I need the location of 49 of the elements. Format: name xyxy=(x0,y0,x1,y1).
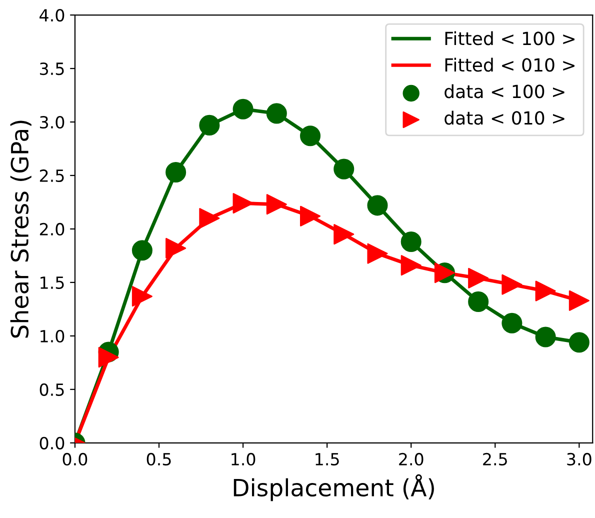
x-tick-label: 0.5 xyxy=(146,452,171,466)
point xyxy=(166,238,186,258)
legend-label: Fitted < 010 > xyxy=(445,58,574,72)
y-tick-label: 0.0 xyxy=(40,436,64,450)
y-tick-label: 2.0 xyxy=(40,222,64,236)
point xyxy=(232,193,254,214)
legend-label: data < 100 > xyxy=(444,84,564,98)
point xyxy=(132,286,152,307)
point xyxy=(166,162,186,183)
point xyxy=(132,240,152,261)
point xyxy=(300,206,321,226)
point xyxy=(199,208,220,229)
point xyxy=(199,114,220,136)
point xyxy=(535,326,556,348)
point xyxy=(300,126,321,146)
point xyxy=(266,194,287,215)
point xyxy=(367,195,388,216)
legend-label: data < 010 > xyxy=(444,110,564,125)
x-tick-label: 2.0 xyxy=(399,452,424,466)
x-tick-label: 2.5 xyxy=(483,452,507,466)
x-tick-label: 1.5 xyxy=(316,453,339,466)
y-tick-label: 4.0 xyxy=(40,8,64,22)
point xyxy=(400,255,422,276)
y-tick-label: 1.0 xyxy=(40,330,64,342)
point xyxy=(400,232,422,252)
y-tick-label: 3.5 xyxy=(40,62,64,76)
x-tick-label: 3.0 xyxy=(567,452,592,466)
point xyxy=(98,347,119,368)
y-tick-label: 0.5 xyxy=(40,383,64,396)
point xyxy=(502,312,522,334)
y-tick-label: 2.5 xyxy=(40,169,64,182)
y-axis-title: Shear Stress (GPa) xyxy=(10,120,32,338)
x-axis-title: Displacement (Å) xyxy=(234,474,434,502)
point xyxy=(334,158,354,180)
point xyxy=(535,280,556,302)
point xyxy=(468,268,489,288)
point xyxy=(334,224,354,245)
point xyxy=(568,332,590,353)
y-tick-label: 1.5 xyxy=(40,276,64,290)
point xyxy=(367,243,388,264)
y-tick-label: 3.0 xyxy=(40,116,64,129)
point xyxy=(468,291,489,312)
point xyxy=(568,290,590,311)
point xyxy=(232,98,254,120)
x-tick-label: 0.0 xyxy=(62,452,88,466)
point xyxy=(266,103,287,124)
legend-label: Fitted < 100 > xyxy=(445,31,574,46)
x-tick-label: 1.0 xyxy=(232,452,256,466)
point xyxy=(502,274,522,295)
